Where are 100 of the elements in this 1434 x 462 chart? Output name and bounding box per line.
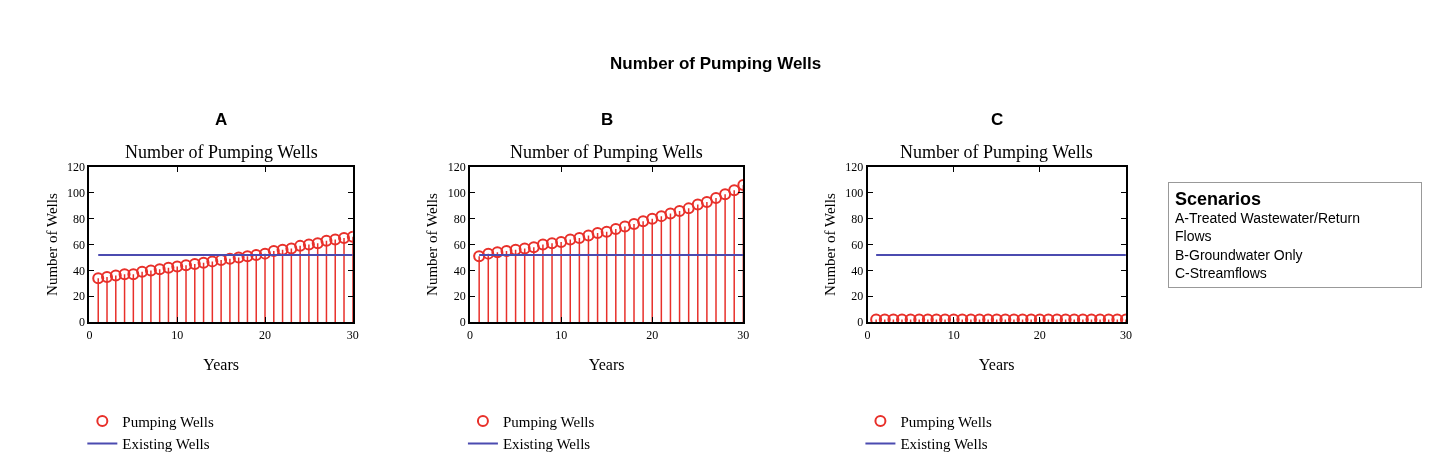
- chart-subtitle: Number of Pumping Wells: [900, 142, 1093, 162]
- point: [600, 225, 613, 238]
- point: [109, 269, 122, 282]
- x-tick-label: 10: [947, 327, 960, 342]
- point: [700, 195, 713, 208]
- point: [285, 242, 298, 255]
- point: [637, 215, 650, 228]
- point: [118, 268, 131, 281]
- point: [267, 245, 280, 258]
- point: [646, 212, 659, 225]
- y-tick-label: 120: [67, 160, 86, 175]
- point: [609, 223, 622, 236]
- y-tick-label: 0: [459, 315, 466, 330]
- point: [171, 260, 184, 273]
- point: [518, 242, 531, 255]
- y-axis-title: Number of Wells: [821, 193, 838, 296]
- point: [573, 232, 586, 245]
- y-tick-label: 40: [851, 263, 864, 278]
- point: [311, 237, 324, 250]
- point: [302, 238, 315, 251]
- legend-label: Existing Wells: [900, 436, 988, 453]
- point: [241, 250, 254, 263]
- y-tick-label: 60: [453, 237, 466, 252]
- point: [664, 207, 677, 220]
- x-tick-label: 30: [1119, 327, 1132, 342]
- legend-label: Existing Wells: [502, 436, 591, 453]
- point: [320, 234, 333, 247]
- point: [223, 252, 236, 265]
- point: [153, 263, 166, 276]
- chart-title: B: [601, 110, 614, 129]
- point: [329, 233, 342, 246]
- y-tick-label: 100: [67, 186, 86, 201]
- y-tick-label: 60: [73, 237, 86, 252]
- x-tick-label: 20: [259, 327, 272, 342]
- legend-label: Pumping Wells: [502, 413, 595, 430]
- x-axis-title: Years: [978, 355, 1015, 373]
- point: [628, 217, 641, 230]
- point: [482, 247, 495, 260]
- point: [618, 220, 631, 233]
- x-tick-label: 30: [346, 327, 359, 342]
- chart-title: C: [991, 110, 1004, 129]
- y-tick-label: 60: [851, 237, 864, 252]
- x-tick-label: 20: [646, 327, 659, 342]
- y-axis-title: Number of Wells: [43, 193, 60, 296]
- point: [197, 256, 210, 269]
- point: [500, 245, 513, 258]
- x-tick-label: 30: [737, 327, 750, 342]
- point: [582, 229, 595, 242]
- text: A-Treated Wastewater/Return Flows: [1175, 210, 1360, 245]
- point: [259, 247, 272, 260]
- chart-subtitle: Number of Pumping Wells: [125, 142, 318, 162]
- y-tick-label: 20: [73, 289, 86, 304]
- y-tick-label: 20: [453, 289, 466, 304]
- point: [188, 257, 201, 270]
- x-axis-title: Years: [588, 355, 625, 373]
- point: [719, 188, 732, 201]
- point: [180, 259, 193, 272]
- point: [527, 241, 540, 254]
- chart-subtitle: Number of Pumping Wells: [510, 142, 703, 162]
- point: [136, 265, 149, 278]
- point: [206, 255, 219, 268]
- legend-label: Existing Wells: [122, 436, 210, 453]
- point: [728, 184, 741, 197]
- y-tick-label: 20: [851, 289, 864, 304]
- x-tick-label: 20: [1033, 327, 1046, 342]
- point: [473, 250, 486, 263]
- point: [564, 233, 577, 246]
- y-tick-label: 40: [453, 263, 466, 278]
- y-tick-label: 80: [851, 211, 864, 226]
- legend-label: Pumping Wells: [122, 413, 214, 430]
- point: [232, 251, 245, 264]
- point: [710, 192, 722, 205]
- point: [144, 264, 157, 277]
- x-tick-label: 10: [171, 327, 184, 342]
- point: [536, 238, 549, 251]
- y-tick-label: 80: [73, 211, 86, 226]
- point: [250, 248, 263, 261]
- point: [682, 202, 695, 215]
- text: C-Streamflows: [1175, 264, 1267, 281]
- text: B-Groundwater Only: [1175, 246, 1303, 263]
- y-axis-title: Number of Wells: [424, 193, 441, 296]
- point: [555, 235, 568, 248]
- point: [591, 226, 604, 239]
- x-axis-title: Years: [203, 355, 239, 373]
- point: [127, 268, 140, 281]
- legend-label: Pumping Wells: [900, 413, 993, 430]
- y-tick-label: 100: [845, 186, 864, 201]
- point: [101, 270, 114, 283]
- text: Scenarios: [1175, 189, 1262, 209]
- y-tick-label: 120: [845, 160, 864, 175]
- point: [294, 239, 307, 252]
- point: [673, 204, 686, 217]
- point: [655, 210, 668, 223]
- point: [546, 237, 559, 250]
- point: [491, 246, 504, 259]
- point: [92, 272, 105, 285]
- y-tick-label: 0: [79, 315, 86, 330]
- y-tick-label: 120: [447, 160, 466, 175]
- y-tick-label: 80: [453, 211, 466, 226]
- point: [338, 232, 351, 245]
